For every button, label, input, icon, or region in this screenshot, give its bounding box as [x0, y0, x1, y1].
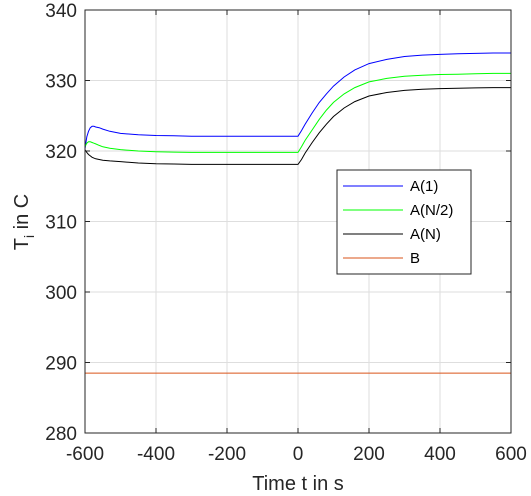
y-axis-label-main: T: [11, 238, 33, 250]
y-tick-label: 320: [45, 142, 77, 163]
legend-label-b: B: [410, 250, 420, 267]
series-group: [84, 52, 511, 374]
y-tick-label: 330: [45, 72, 77, 93]
x-tick-label: 0: [293, 444, 304, 465]
y-axis-label-sub: i: [21, 235, 37, 238]
y-tick-labels: 280 290 300 310 320 330 340: [45, 1, 77, 445]
y-tick-label: 340: [45, 1, 77, 22]
legend-label-a-n: A(N): [410, 226, 441, 243]
x-tick-label: 200: [353, 444, 385, 465]
x-tick-labels: -600 -400 -200 0 200 400 600: [66, 444, 527, 465]
y-tick-label: 310: [45, 213, 77, 234]
x-tick-label: -400: [137, 444, 175, 465]
legend-box: [336, 169, 472, 275]
x-tick-label: 600: [495, 444, 527, 465]
x-tick-label: 400: [424, 444, 456, 465]
x-axis-label: Time t in s: [252, 473, 344, 495]
series-line-a-1: [84, 52, 511, 149]
y-tick-label: 290: [45, 354, 77, 375]
legend-label-a-1: A(1): [410, 178, 438, 195]
y-axis-label-rest: in C: [11, 194, 33, 235]
series-line-a-n-2: [84, 72, 511, 153]
tick-marks: [84, 9, 512, 434]
x-tick-label: -600: [66, 444, 104, 465]
legend: A(1) A(N/2) A(N) B: [336, 169, 472, 275]
y-tick-label: 280: [45, 424, 77, 445]
x-tick-label: -200: [208, 444, 246, 465]
series-line-a-n: [84, 87, 511, 165]
y-axis-label: Ti in C: [11, 194, 37, 250]
y-tick-label: 300: [45, 283, 77, 304]
legend-label-a-n-2: A(N/2): [410, 202, 453, 219]
